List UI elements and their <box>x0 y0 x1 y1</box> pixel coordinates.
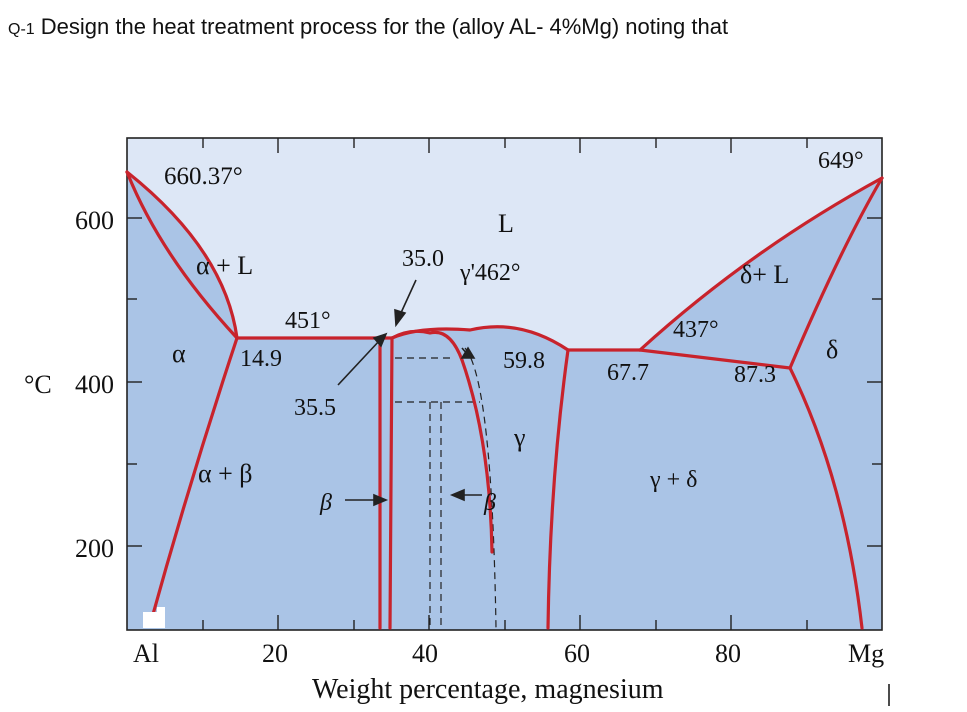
alpha-liquidus <box>125 170 239 340</box>
annotation-35-0: 35.0 <box>402 246 444 272</box>
annotation-67-7: 67.7 <box>607 360 649 386</box>
x-tick-20: 20 <box>262 639 288 668</box>
label-alpha-liquid: α + L <box>196 251 253 280</box>
x-tick-40: 40 <box>412 639 438 668</box>
question-text: Q-1 Design the heat treatment process fo… <box>8 14 728 40</box>
alpha-solidus <box>125 170 239 340</box>
gamma-left-boundary <box>460 358 494 554</box>
x-tick-80: 80 <box>715 639 741 668</box>
annotation-35-5: 35.5 <box>294 395 336 421</box>
annotation-al-melting: 660.37° <box>164 163 243 190</box>
label-alpha: α <box>172 339 186 368</box>
x-tick-60: 60 <box>564 639 590 668</box>
label-alpha-beta: α + β <box>198 459 253 488</box>
delta-solidus <box>788 176 884 370</box>
label-gamma-delta: γ + δ <box>649 467 697 493</box>
beta-right-boundary <box>388 336 394 630</box>
delta-solvus <box>788 366 864 630</box>
label-liquid: L <box>498 209 514 238</box>
dashed-lines <box>395 347 497 629</box>
alpha-solvus <box>148 336 239 627</box>
liquid-region <box>127 138 882 350</box>
y-tick-600: 600 <box>75 206 114 235</box>
gamma-right-boundary <box>546 348 570 630</box>
axis-ticks <box>127 138 882 630</box>
question-number: Q-1 <box>8 21 35 38</box>
x-axis-right-end: Mg <box>848 639 884 668</box>
label-delta: δ <box>826 335 838 364</box>
phase-boundaries <box>125 170 884 630</box>
question-body: Design the heat treatment process for th… <box>40 14 729 39</box>
arrows <box>337 279 482 507</box>
x-axis-left-end: Al <box>133 639 159 668</box>
label-delta-liquid: δ+ L <box>740 260 789 289</box>
annotation-14-9: 14.9 <box>240 346 282 372</box>
label-gamma: γ <box>513 423 526 452</box>
annotation-87-3: 87.3 <box>734 362 776 388</box>
label-beta-right: β <box>483 490 496 516</box>
annotation-437: 437° <box>673 317 719 343</box>
eutectic-line-right-2 <box>638 348 792 370</box>
delta-liquidus <box>638 176 884 352</box>
x-axis-title: Weight percentage, magnesium <box>312 674 664 705</box>
annotation-451: 451° <box>285 308 331 334</box>
beta-dome <box>390 329 464 362</box>
y-axis-unit: °C <box>24 370 52 399</box>
annotation-mg-melting: 649° <box>818 148 864 174</box>
annotation-59-8: 59.8 <box>503 348 545 374</box>
y-tick-400: 400 <box>75 370 114 399</box>
y-tick-200: 200 <box>75 534 114 563</box>
annotation-gamma-462: γ'462° <box>459 260 521 286</box>
label-beta-left: β <box>319 490 332 516</box>
al-corner-mark <box>143 607 165 628</box>
